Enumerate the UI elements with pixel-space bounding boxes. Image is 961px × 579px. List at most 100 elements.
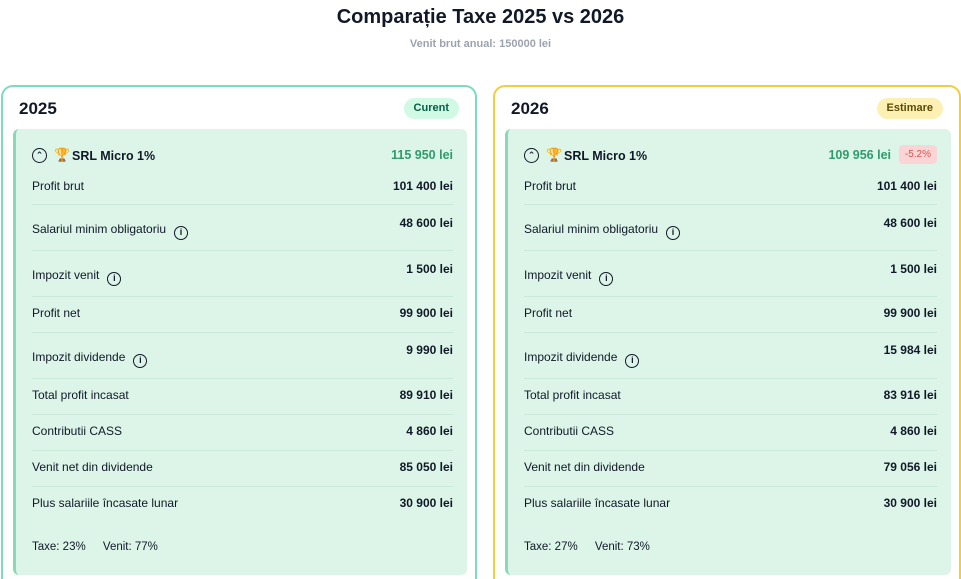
plan-name: SRL Micro 1%: [72, 149, 156, 163]
row-label: Venit net din dividende: [524, 460, 645, 474]
row-label-text: Impozit venit: [524, 268, 592, 282]
row-label-text: Total profit incasat: [524, 388, 621, 402]
row-label: Impozit venit i: [524, 268, 614, 286]
row-value: 48 600 lei: [399, 216, 453, 230]
row-label: Plus salariile încasate lunar: [32, 496, 178, 510]
breakdown-row: Plus salariile încasate lunar 30 900 lei: [32, 487, 453, 523]
year-card-2025: 2025 Curent ⌃ 🏆 SRL Micro 1% 115 950 lei…: [1, 85, 477, 579]
row-label-text: Salariul minim obligatoriu: [524, 222, 659, 236]
row-value: 30 900 lei: [399, 496, 453, 510]
trophy-icon: 🏆: [54, 147, 71, 162]
plan-panel: ⌃ 🏆 SRL Micro 1% 109 956 lei -5.2% Profi…: [505, 129, 951, 575]
row-value: 83 916 lei: [883, 388, 937, 402]
row-value: 85 050 lei: [399, 460, 453, 474]
page-title: Comparație Taxe 2025 vs 2026: [336, 6, 625, 28]
breakdown-row: Total profit incasat 83 916 lei: [524, 379, 937, 415]
plan-total: 115 950 lei: [391, 148, 453, 162]
row-label-text: Profit brut: [524, 179, 577, 193]
breakdown-row: Profit brut 101 400 lei: [524, 179, 937, 205]
row-label: Profit brut: [32, 179, 84, 193]
row-label-text: Profit net: [32, 306, 81, 320]
breakdown-row: Impozit dividende i 15 984 lei: [524, 333, 937, 379]
row-label-text: Profit brut: [32, 179, 85, 193]
row-value: 101 400 lei: [392, 179, 453, 193]
breakdown-row: Profit net 99 900 lei: [524, 297, 937, 333]
taxe-percent: Taxe: 23%: [32, 541, 86, 553]
breakdown-row: Salariul minim obligatoriu i 48 600 lei: [524, 205, 937, 251]
row-label: Contributii CASS: [32, 424, 122, 438]
status-badge: Curent: [403, 98, 459, 119]
page-subtitle: Venit brut anual: 150000 lei: [409, 38, 552, 50]
row-label: Plus salariile încasate lunar: [524, 496, 670, 510]
breakdown-row: Plus salariile încasate lunar 30 900 lei: [524, 487, 937, 523]
row-value: 30 900 lei: [883, 496, 937, 510]
venit-percent: Venit: 73%: [594, 541, 650, 553]
row-label-text: Contributii CASS: [524, 424, 615, 438]
info-icon[interactable]: i: [133, 354, 148, 368]
status-badge: Estimare: [876, 98, 943, 119]
row-value: 48 600 lei: [883, 216, 937, 230]
info-icon[interactable]: i: [107, 272, 122, 286]
row-value: 1 500 lei: [890, 262, 937, 276]
row-label-text: Total profit incasat: [32, 388, 129, 402]
row-label: Profit net: [524, 306, 572, 320]
tax-summary: Taxe: 23% Venit: 77%: [32, 541, 172, 553]
info-icon[interactable]: i: [666, 226, 681, 240]
row-label: Salariul minim obligatoriu i: [524, 222, 681, 240]
breakdown-row: Venit net din dividende 79 056 lei: [524, 451, 937, 487]
tax-summary: Taxe: 27% Venit: 73%: [524, 541, 664, 553]
taxe-percent: Taxe: 27%: [524, 541, 578, 553]
row-label: Impozit venit i: [32, 268, 122, 286]
chevron-up-icon[interactable]: ⌃: [524, 148, 539, 163]
row-label-text: Plus salariile încasate lunar: [32, 496, 179, 510]
row-value: 4 860 lei: [890, 424, 937, 438]
row-value: 9 990 lei: [406, 343, 453, 357]
row-value: 1 500 lei: [406, 262, 453, 276]
row-value: 15 984 lei: [883, 343, 937, 357]
row-label-text: Impozit dividende: [524, 350, 618, 364]
row-label: Total profit incasat: [524, 388, 621, 402]
row-label: Profit net: [32, 306, 80, 320]
trophy-icon: 🏆: [546, 147, 563, 162]
plan-header[interactable]: ⌃ 🏆 SRL Micro 1% 115 950 lei: [32, 147, 453, 167]
plan-total: 109 956 lei: [828, 148, 891, 162]
plan-panel: ⌃ 🏆 SRL Micro 1% 115 950 lei Profit brut…: [13, 129, 467, 575]
row-label: Venit net din dividende: [32, 460, 153, 474]
breakdown-row: Profit net 99 900 lei: [32, 297, 453, 333]
row-label-text: Venit net din dividende: [524, 460, 645, 474]
row-label-text: Venit net din dividende: [32, 460, 153, 474]
plan-name: SRL Micro 1%: [564, 149, 648, 163]
row-value: 101 400 lei: [876, 179, 937, 193]
info-icon[interactable]: i: [599, 272, 614, 286]
card-year: 2026: [511, 99, 549, 118]
row-label-text: Plus salariile încasate lunar: [524, 496, 671, 510]
breakdown-row: Impozit venit i 1 500 lei: [32, 251, 453, 297]
row-value: 79 056 lei: [883, 460, 937, 474]
plan-header[interactable]: ⌃ 🏆 SRL Micro 1% 109 956 lei -5.2%: [524, 145, 937, 167]
row-value: 4 860 lei: [406, 424, 453, 438]
row-label-text: Profit net: [524, 306, 573, 320]
breakdown-row: Salariul minim obligatoriu i 48 600 lei: [32, 205, 453, 251]
breakdown-row: Profit brut 101 400 lei: [32, 179, 453, 205]
row-label-text: Impozit dividende: [32, 350, 126, 364]
breakdown-row: Contributii CASS 4 860 lei: [32, 415, 453, 451]
row-label: Impozit dividende i: [524, 350, 640, 368]
info-icon[interactable]: i: [174, 226, 189, 240]
row-value: 99 900 lei: [399, 306, 453, 320]
chevron-up-icon[interactable]: ⌃: [32, 148, 47, 163]
breakdown-row: Impozit venit i 1 500 lei: [524, 251, 937, 297]
info-icon[interactable]: i: [625, 354, 640, 368]
row-label: Total profit incasat: [32, 388, 129, 402]
row-value: 99 900 lei: [883, 306, 937, 320]
card-year: 2025: [19, 99, 57, 118]
row-value: 89 910 lei: [399, 388, 453, 402]
row-label-text: Salariul minim obligatoriu: [32, 222, 167, 236]
breakdown-row: Total profit incasat 89 910 lei: [32, 379, 453, 415]
delta-badge: -5.2%: [898, 145, 937, 164]
venit-percent: Venit: 77%: [102, 541, 158, 553]
year-card-2026: 2026 Estimare ⌃ 🏆 SRL Micro 1% 109 956 l…: [493, 85, 961, 579]
row-label: Salariul minim obligatoriu i: [32, 222, 189, 240]
breakdown-row: Venit net din dividende 85 050 lei: [32, 451, 453, 487]
row-label: Impozit dividende i: [32, 350, 148, 368]
breakdown-row: Impozit dividende i 9 990 lei: [32, 333, 453, 379]
